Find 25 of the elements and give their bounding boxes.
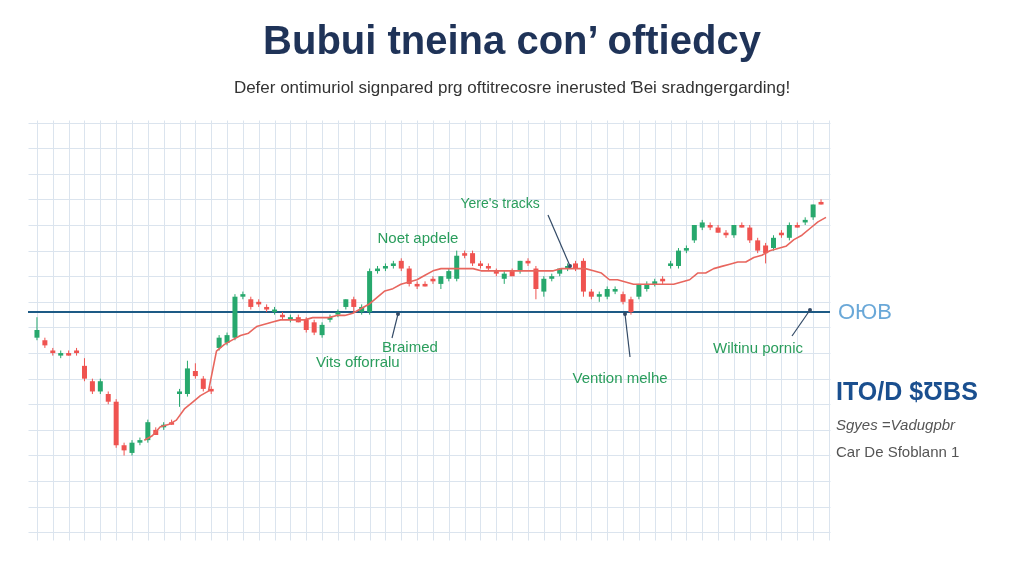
candlestick: [81, 357, 87, 382]
candlestick: [454, 250, 460, 282]
candlestick: [121, 442, 127, 456]
candlestick: [763, 242, 769, 264]
candlestick: [818, 198, 824, 206]
candlestick: [240, 291, 246, 300]
chart-subtitle: Defer ontimuriol signpared prg oftitrecosre inerusted Ɓei sradngergarding!: [232, 78, 792, 98]
annotation: Vention melhe: [572, 369, 668, 386]
candlestick: [541, 275, 547, 298]
candlestick: [34, 316, 40, 341]
candlestick: [145, 419, 151, 444]
candlestick: [612, 285, 618, 295]
candlestick: [42, 337, 48, 349]
annotation: Vits offorralu: [316, 353, 400, 370]
ref-line-label: OЮB: [838, 299, 893, 325]
annotation: Braimed: [382, 338, 438, 355]
chart-title: Bubui tneina con’ oftiedcy: [262, 18, 762, 63]
candlestick: [137, 437, 143, 446]
annotation: Yere's tracks: [460, 194, 540, 211]
annotation: Noet apdele: [377, 229, 459, 246]
text: ITO/D $ƱBS: [836, 377, 978, 406]
annotation: Wiltinu pornic: [713, 339, 804, 356]
text: Sgyes =Vadugpbr: [836, 416, 956, 433]
candlestick: [675, 247, 681, 270]
text: Car De Sfoblann 1: [836, 443, 960, 460]
